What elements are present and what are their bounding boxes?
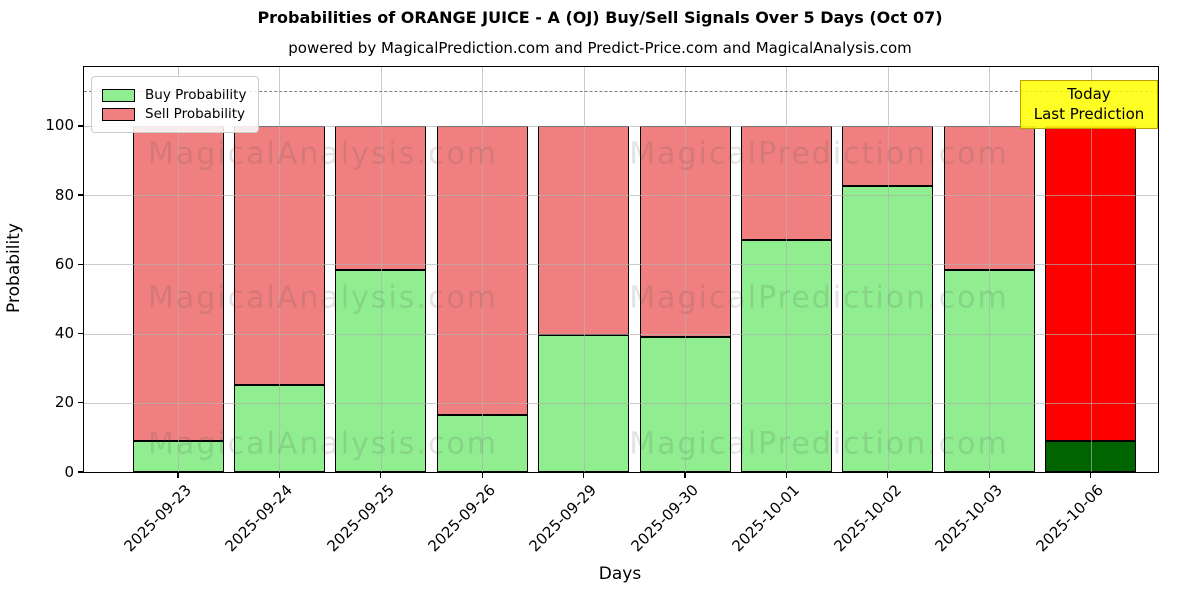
- x-tick-mark-2025-10-02: [887, 472, 889, 478]
- chart-title: Probabilities of ORANGE JUICE - A (OJ) B…: [257, 8, 943, 27]
- y-tick-mark-100: [78, 125, 84, 127]
- x-tick-mark-2025-09-24: [278, 472, 281, 478]
- plot-area: MagicalAnalysis.com MagicalPrediction.com…: [45, 66, 1159, 555]
- watermark-text: MagicalAnalysis.com: [147, 426, 499, 462]
- y-tick-label-80: 80: [54, 185, 74, 204]
- y-tick-label-20: 20: [54, 393, 74, 412]
- y-tick-label-40: 40: [54, 324, 74, 343]
- x-tick-mark-2025-09-26: [481, 472, 483, 478]
- x-tick-label-2025-10-06: 2025-10-06: [935, 481, 1107, 555]
- legend-label-buy: Buy Probability: [145, 87, 247, 103]
- vertical-gridline-2025-09-26: [482, 67, 484, 472]
- y-tick-label-0: 0: [64, 462, 74, 481]
- buy-swatch: [102, 88, 135, 102]
- vertical-gridline-2025-10-02: [887, 67, 889, 472]
- x-tick-label-text: 2025-10-06: [1032, 481, 1108, 556]
- x-tick-mark-2025-09-29: [582, 472, 585, 478]
- today-annotation-line2: Last Prediction: [1033, 105, 1145, 124]
- x-tick-mark-2025-10-01: [785, 472, 788, 478]
- y-tick-mark-80: [78, 194, 84, 196]
- y-tick-mark-60: [78, 263, 84, 265]
- threshold-dashed-line: [84, 91, 1158, 93]
- legend-item-sell: Sell Probability: [102, 106, 246, 122]
- watermark-text: MagicalPrediction.com: [629, 136, 1009, 172]
- x-tick-mark-2025-10-03: [988, 472, 990, 478]
- horizontal-gridline-60: [84, 264, 1158, 266]
- y-tick-mark-40: [78, 332, 84, 335]
- vertical-gridline-2025-10-01: [786, 67, 788, 472]
- vertical-gridline-2025-09-25: [380, 67, 382, 472]
- chart-subtitle: powered by MagicalPrediction.com and Pre…: [288, 39, 912, 57]
- vertical-gridline-2025-09-29: [583, 67, 585, 472]
- watermark-text: MagicalPrediction.com: [629, 280, 1009, 316]
- vertical-gridline-2025-09-24: [279, 67, 281, 472]
- horizontal-gridline-20: [84, 402, 1158, 404]
- x-tick-mark-2025-09-23: [177, 472, 179, 478]
- today-annotation: Today Last Prediction: [1020, 80, 1158, 129]
- vertical-gridline-2025-10-03: [989, 67, 991, 472]
- legend-label-sell: Sell Probability: [145, 106, 246, 122]
- vertical-gridline-2025-10-06: [1090, 67, 1092, 472]
- watermark-text: MagicalPrediction.com: [629, 426, 1009, 462]
- x-tick-mark-2025-10-06: [1089, 472, 1092, 478]
- legend-item-buy: Buy Probability: [102, 87, 246, 103]
- legend: Buy Probability Sell Probability: [91, 76, 260, 133]
- x-tick-mark-2025-09-25: [380, 472, 382, 478]
- today-annotation-line1: Today: [1067, 85, 1111, 103]
- horizontal-gridline-40: [84, 333, 1158, 335]
- horizontal-gridline-100: [84, 125, 1158, 127]
- vertical-gridline-2025-09-23: [178, 67, 179, 472]
- y-tick-label-60: 60: [54, 254, 74, 273]
- sell-swatch: [102, 107, 135, 121]
- watermark-text: MagicalAnalysis.com: [147, 280, 499, 316]
- y-tick-mark-20: [78, 402, 84, 404]
- y-tick-label-100: 100: [45, 116, 74, 135]
- vertical-gridline-2025-09-30: [685, 67, 686, 472]
- watermark-text: MagicalAnalysis.com: [147, 136, 499, 172]
- y-tick-mark-0: [78, 471, 84, 473]
- x-axis-label: Days: [598, 564, 642, 584]
- x-tick-mark-2025-09-30: [684, 472, 686, 478]
- horizontal-gridline-80: [84, 195, 1158, 197]
